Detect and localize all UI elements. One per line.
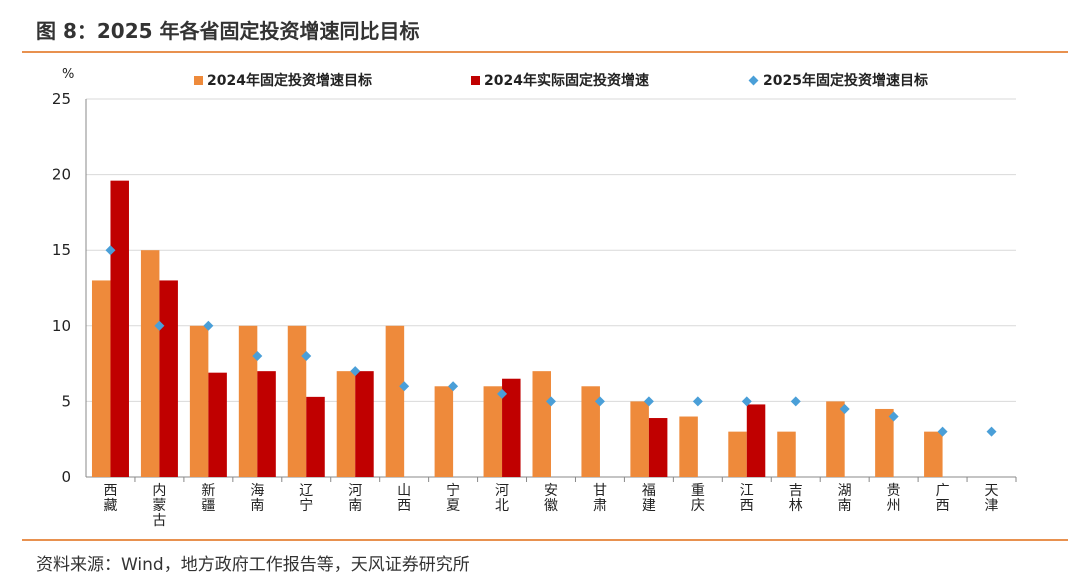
marker-target2025 <box>350 366 361 377</box>
y-tick-label: 15 <box>52 241 71 259</box>
x-tick-label: 西藏 <box>103 483 117 514</box>
marker-target2025 <box>741 396 752 407</box>
x-tick-label: 宁夏 <box>446 482 460 514</box>
bar-actual2024 <box>746 404 766 477</box>
legend-item-target2025: 2025年固定投资增速目标 <box>748 70 928 90</box>
x-tick-label: 吉林 <box>789 483 803 514</box>
bar-target2024 <box>434 386 454 477</box>
bar-chart: % 0 5 10 15 20 25 西藏 内蒙古 新疆 海南 辽宁 河南 山西 宁夏 河北 安徽 甘肃 福建 重庆 江西… <box>52 67 1017 529</box>
bar-target2024 <box>826 401 845 477</box>
bottom-divider <box>22 539 1068 541</box>
legend-label-target2025: 2025年固定投资增速目标 <box>763 73 928 89</box>
bar-target2024 <box>581 386 600 477</box>
bar-target2024 <box>924 431 943 477</box>
x-tick-label: 安徽 <box>544 483 558 514</box>
bar-actual2024 <box>208 372 227 477</box>
x-tick-label: 甘肃 <box>593 483 607 514</box>
marker-target2025 <box>154 320 165 331</box>
bar-actual2024 <box>355 371 374 477</box>
legend-item-actual2024: 2024年实际固定投资增速 <box>471 70 649 90</box>
bar-actual2024 <box>159 280 178 477</box>
x-tick-label: 河南 <box>348 483 362 514</box>
legend-label-target2024: 2024年固定投资增速目标 <box>207 73 372 89</box>
x-tick-label: 重庆 <box>691 483 705 514</box>
bar-actual2024 <box>306 396 325 477</box>
legend-swatch-actual2024 <box>471 75 480 85</box>
bar-target2024 <box>91 280 111 477</box>
top-divider <box>22 51 1068 53</box>
x-tick-label: 辽宁 <box>299 483 313 514</box>
bar-target2024 <box>679 416 698 477</box>
bar-actual2024 <box>648 418 668 477</box>
bar-target2024 <box>532 371 551 477</box>
x-tick-label: 贵州 <box>887 483 901 514</box>
marker-target2025 <box>301 351 312 362</box>
y-tick-label: 0 <box>61 468 71 486</box>
marker-target2025 <box>790 396 801 407</box>
y-tick-label: 10 <box>52 317 71 335</box>
bar-target2024 <box>189 325 209 477</box>
bar-target2024 <box>777 431 796 477</box>
legend-swatch-target2024 <box>194 75 203 85</box>
bar-target2024 <box>630 401 649 477</box>
x-tick-label: 湖南 <box>838 483 852 514</box>
x-tick-label: 江西 <box>740 483 754 514</box>
marker-target2025 <box>888 411 899 422</box>
source-note: 资料来源：Wind，地方政府工作报告等，天风证券研究所 <box>36 555 470 575</box>
marker-target2025 <box>399 381 410 392</box>
x-tick-label: 广西 <box>936 483 950 514</box>
bar-target2024 <box>238 325 258 477</box>
x-tick-label: 新疆 <box>201 483 215 514</box>
marker-target2025 <box>839 403 850 414</box>
y-tick-label: 25 <box>52 90 71 108</box>
bar-actual2024 <box>502 378 521 477</box>
bar-actual2024 <box>110 180 129 477</box>
marker-target2025 <box>448 381 459 392</box>
legend-item-target2024: 2024年固定投资增速目标 <box>194 70 372 90</box>
x-tick-label: 河北 <box>495 483 509 514</box>
marker-target2025 <box>692 396 703 407</box>
bar-target2024 <box>385 325 405 477</box>
marker-target2025 <box>105 245 116 256</box>
bar-actual2024 <box>257 371 276 477</box>
x-tick-label: 内蒙古 <box>152 483 166 529</box>
bar-target2024 <box>483 386 503 477</box>
bar-target2024 <box>140 250 160 477</box>
x-tick-label: 山西 <box>397 483 411 514</box>
y-tick-label: 20 <box>52 166 71 184</box>
x-tick-label: 海南 <box>250 483 264 514</box>
x-tick-label: 天津 <box>985 483 999 514</box>
x-tick-label: 福建 <box>642 483 656 514</box>
marker-target2025 <box>203 320 214 331</box>
bar-target2024 <box>336 371 356 477</box>
marker-target2025 <box>986 426 997 437</box>
legend-label-actual2024: 2024年实际固定投资增速 <box>484 73 649 89</box>
y-unit-label: % <box>62 67 74 82</box>
marker-target2025 <box>594 396 605 407</box>
marker-target2025 <box>937 426 948 437</box>
marker-target2025 <box>643 396 654 407</box>
marker-target2025 <box>252 351 263 362</box>
marker-target2025 <box>497 388 508 399</box>
chart-title: 图 8：2025 年各省固定投资增速同比目标 <box>36 19 420 43</box>
bar-target2024 <box>728 431 747 477</box>
y-tick-label: 5 <box>61 392 71 410</box>
bar-target2024 <box>287 325 307 477</box>
bar-target2024 <box>875 408 894 477</box>
marker-target2025 <box>546 396 556 407</box>
